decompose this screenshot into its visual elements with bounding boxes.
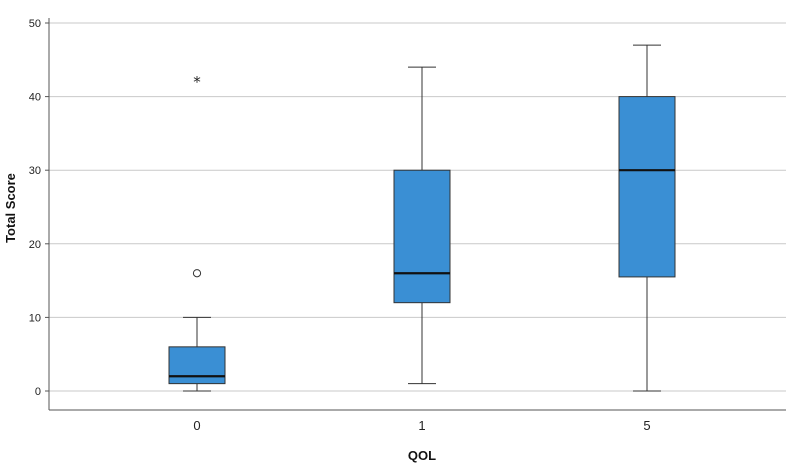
x-tick-label: 1 xyxy=(418,418,425,433)
x-tick-label: 5 xyxy=(643,418,650,433)
x-axis-title: QOL xyxy=(408,448,436,463)
y-axis-title: Total Score xyxy=(3,173,18,243)
box-group-0: * xyxy=(168,73,226,392)
labels: QOL Total Score 0 10 20 30 40 50 0 1 5 xyxy=(3,18,651,463)
y-tick-label: 30 xyxy=(29,165,41,177)
box-group-1 xyxy=(393,66,451,385)
box-iqr xyxy=(618,96,676,278)
y-tick-label: 20 xyxy=(29,239,41,251)
extreme-outlier-star: * xyxy=(193,73,201,91)
axes xyxy=(45,18,786,411)
box-iqr xyxy=(168,346,226,385)
y-tick-label: 0 xyxy=(35,386,41,398)
box-iqr xyxy=(393,169,451,304)
outlier-point xyxy=(192,269,202,278)
box-group-5 xyxy=(618,44,676,392)
y-tick-label: 10 xyxy=(29,312,41,324)
y-tick-label: 40 xyxy=(29,92,41,104)
x-tick-label: 0 xyxy=(193,418,200,433)
boxes: * xyxy=(168,44,676,392)
y-tick-label: 50 xyxy=(29,18,41,30)
